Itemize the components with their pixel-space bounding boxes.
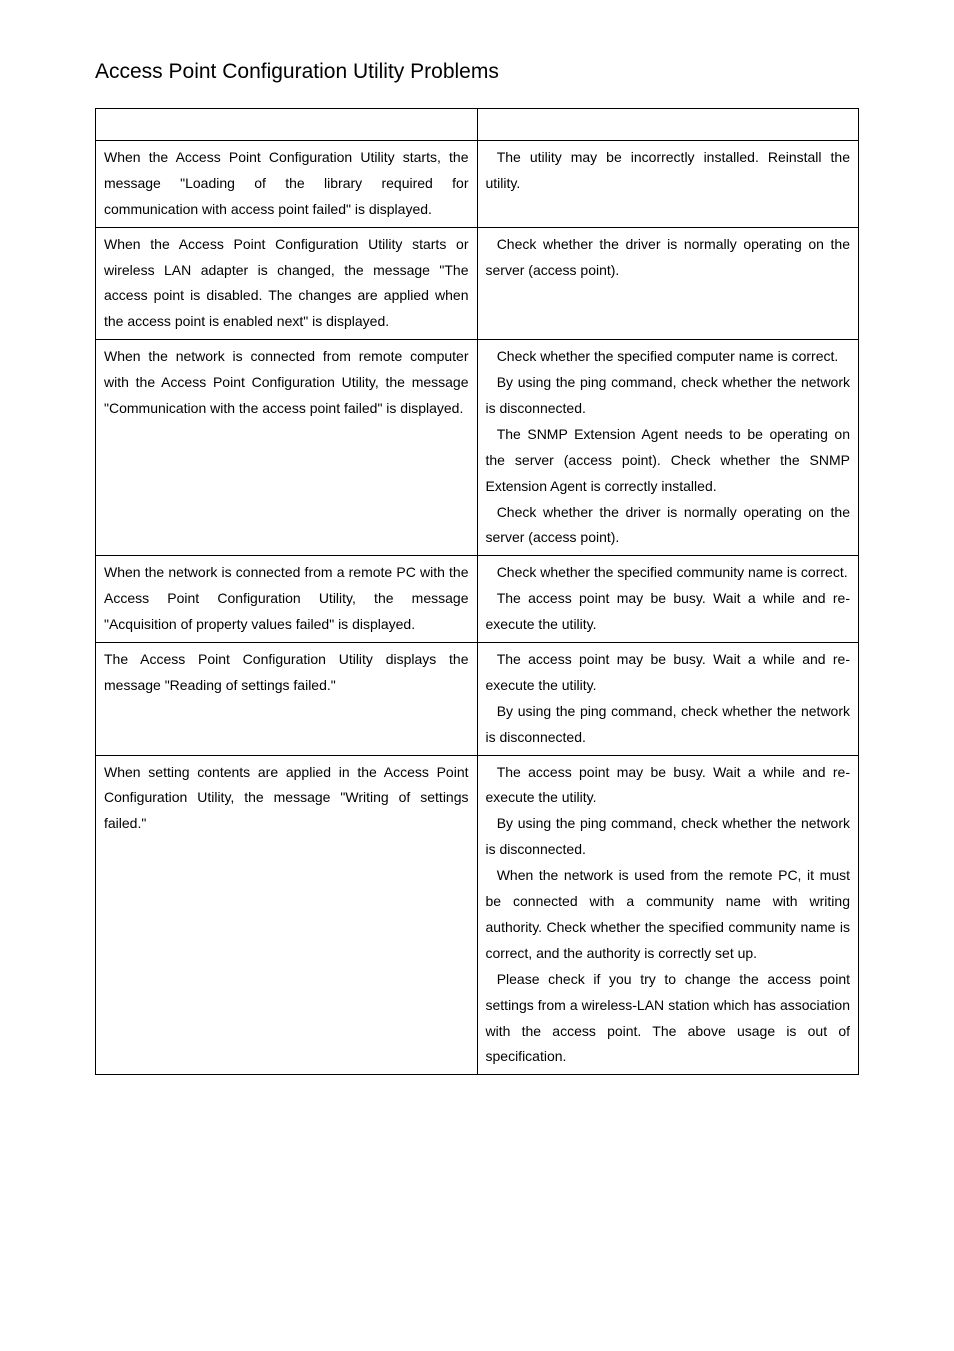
solution-paragraph: The SNMP Extension Agent needs to be ope… [486,422,851,500]
solution-paragraph: Please check if you try to change the ac… [486,967,851,1071]
table-row: The Access Point Configuration Utility d… [96,643,859,756]
problem-cell: The Access Point Configuration Utility d… [96,643,478,756]
solution-cell: The utility may be incorrectly installed… [477,141,859,228]
problem-cell: When the network is connected from a rem… [96,556,478,643]
problems-table: When the Access Point Configuration Util… [95,108,859,1075]
table-row: When the Access Point Configuration Util… [96,141,859,228]
table-row: When the Access Point Configuration Util… [96,227,859,340]
table-header-solution [477,109,859,141]
problem-cell: When the Access Point Configuration Util… [96,227,478,340]
solution-paragraph: The utility may be incorrectly installed… [486,145,851,197]
table-header-row [96,109,859,141]
page-title: Access Point Configuration Utility Probl… [95,60,859,84]
problem-cell: When the Access Point Configuration Util… [96,141,478,228]
solution-paragraph: By using the ping command, check whether… [486,699,851,751]
solution-cell: The access point may be busy. Wait a whi… [477,755,859,1075]
table-header-problem [96,109,478,141]
solution-paragraph: The access point may be busy. Wait a whi… [486,586,851,638]
solution-paragraph: Check whether the specified computer nam… [486,344,851,370]
solution-paragraph: By using the ping command, check whether… [486,370,851,422]
solution-paragraph: When the network is used from the remote… [486,863,851,967]
solution-paragraph: Check whether the driver is normally ope… [486,500,851,552]
table-row: When the network is connected from remot… [96,340,859,556]
solution-cell: Check whether the specified computer nam… [477,340,859,556]
table-row: When the network is connected from a rem… [96,556,859,643]
table-row: When setting contents are applied in the… [96,755,859,1075]
solution-paragraph: Check whether the specified community na… [486,560,851,586]
solution-cell: The access point may be busy. Wait a whi… [477,643,859,756]
solution-paragraph: By using the ping command, check whether… [486,811,851,863]
problem-cell: When the network is connected from remot… [96,340,478,556]
solution-cell: Check whether the specified community na… [477,556,859,643]
problem-cell: When setting contents are applied in the… [96,755,478,1075]
solution-paragraph: The access point may be busy. Wait a whi… [486,760,851,812]
solution-paragraph: The access point may be busy. Wait a whi… [486,647,851,699]
solution-paragraph: Check whether the driver is normally ope… [486,232,851,284]
solution-cell: Check whether the driver is normally ope… [477,227,859,340]
